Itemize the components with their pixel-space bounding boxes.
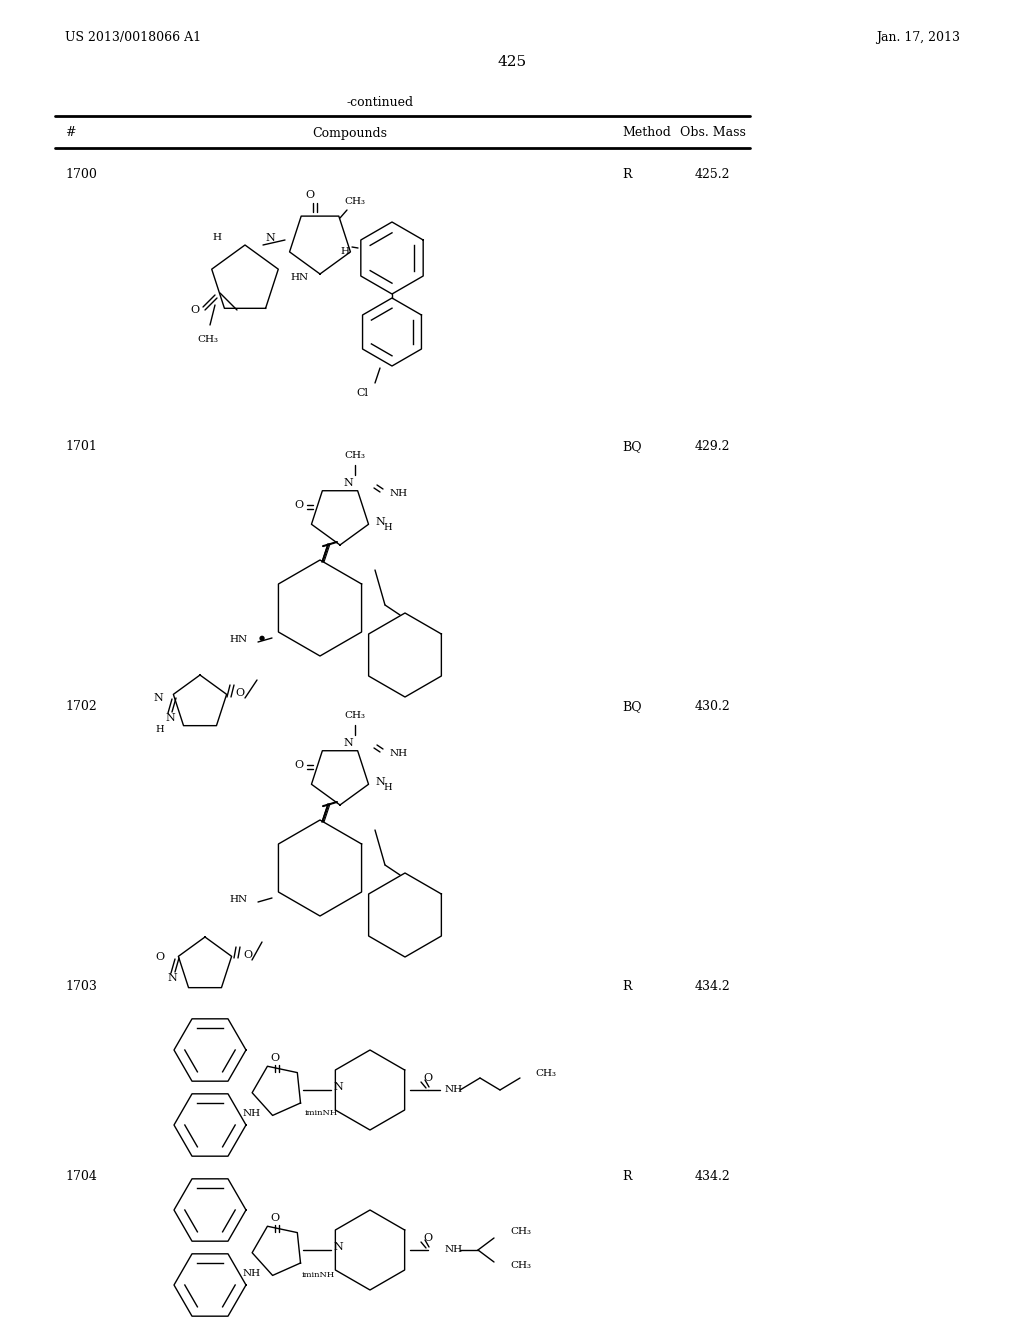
Text: 1702: 1702 <box>65 700 96 713</box>
Text: Compounds: Compounds <box>312 127 387 140</box>
Text: H: H <box>340 248 349 256</box>
Text: O: O <box>295 760 303 770</box>
Text: CH₃: CH₃ <box>344 710 366 719</box>
Text: US 2013/0018066 A1: US 2013/0018066 A1 <box>65 32 201 45</box>
Text: BQ: BQ <box>622 440 642 453</box>
Text: NH: NH <box>243 1109 261 1118</box>
Text: O: O <box>190 305 200 315</box>
Text: 1700: 1700 <box>65 168 97 181</box>
Text: O: O <box>295 500 303 510</box>
Text: CH₃: CH₃ <box>535 1068 556 1077</box>
Text: HN: HN <box>229 635 248 644</box>
Text: iminNH: iminNH <box>302 1271 335 1279</box>
Text: N: N <box>333 1082 343 1092</box>
Text: 434.2: 434.2 <box>695 1170 731 1183</box>
Text: Jan. 17, 2013: Jan. 17, 2013 <box>876 32 961 45</box>
Text: 1703: 1703 <box>65 979 97 993</box>
Text: 429.2: 429.2 <box>695 440 730 453</box>
Text: H: H <box>384 784 392 792</box>
Text: 425: 425 <box>498 55 526 69</box>
Text: O: O <box>156 952 165 962</box>
Text: R: R <box>622 979 632 993</box>
Text: 434.2: 434.2 <box>695 979 731 993</box>
Text: R: R <box>622 168 632 181</box>
Text: 1701: 1701 <box>65 440 97 453</box>
Text: R: R <box>622 1170 632 1183</box>
Text: 425.2: 425.2 <box>695 168 730 181</box>
Text: H: H <box>384 524 392 532</box>
Text: Method: Method <box>622 127 671 140</box>
Text: CH₃: CH₃ <box>344 450 366 459</box>
Text: N: N <box>343 738 353 748</box>
Text: ●: ● <box>259 635 265 642</box>
Text: NH: NH <box>243 1269 261 1278</box>
Text: -continued: -continued <box>346 95 414 108</box>
Text: 1704: 1704 <box>65 1170 97 1183</box>
Text: H: H <box>213 232 221 242</box>
Text: N: N <box>154 693 163 704</box>
Text: O: O <box>236 688 245 698</box>
Text: CH₃: CH₃ <box>510 1228 531 1237</box>
Text: N: N <box>265 234 274 243</box>
Text: 430.2: 430.2 <box>695 700 731 713</box>
Text: N: N <box>165 713 175 723</box>
Text: O: O <box>270 1213 280 1224</box>
Text: N: N <box>375 517 385 527</box>
Text: N: N <box>343 478 353 488</box>
Text: NH: NH <box>445 1085 463 1094</box>
Text: HN: HN <box>291 273 309 282</box>
Text: O: O <box>424 1073 432 1082</box>
Text: CH₃: CH₃ <box>198 335 218 345</box>
Text: Cl: Cl <box>356 388 368 399</box>
Text: N: N <box>167 973 177 983</box>
Text: O: O <box>305 190 314 201</box>
Text: Obs. Mass: Obs. Mass <box>680 127 745 140</box>
Text: NH: NH <box>445 1246 463 1254</box>
Text: O: O <box>244 950 253 960</box>
Text: HN: HN <box>229 895 248 904</box>
Text: NH: NH <box>390 748 409 758</box>
Text: CH₃: CH₃ <box>344 198 366 206</box>
Text: H: H <box>156 726 164 734</box>
Text: NH: NH <box>390 488 409 498</box>
Text: N: N <box>333 1242 343 1251</box>
Text: #: # <box>65 127 76 140</box>
Text: O: O <box>270 1053 280 1063</box>
Text: N: N <box>375 777 385 787</box>
Text: CH₃: CH₃ <box>510 1261 531 1270</box>
Text: O: O <box>424 1233 432 1243</box>
Text: BQ: BQ <box>622 700 642 713</box>
Text: iminNH: iminNH <box>305 1109 338 1117</box>
